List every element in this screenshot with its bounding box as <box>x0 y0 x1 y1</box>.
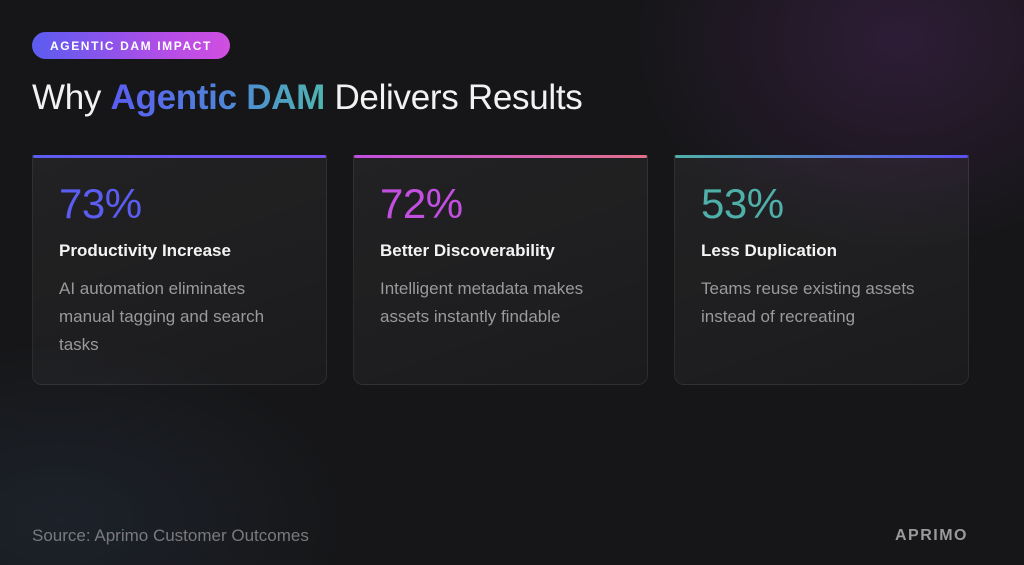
section-badge: AGENTIC DAM IMPACT <box>32 32 230 59</box>
stat-label: Better Discoverability <box>380 241 555 260</box>
stat-card-duplication: 53% Less Duplication Teams reuse existin… <box>674 155 969 385</box>
badge-label: AGENTIC DAM IMPACT <box>50 38 212 53</box>
title-prefix: Why <box>32 78 111 117</box>
stat-value: 73% <box>59 180 142 227</box>
card-accent-bar <box>354 155 647 158</box>
stat-description: Teams reuse existing assets instead of r… <box>701 279 915 326</box>
stat-description: AI automation eliminates manual tagging … <box>59 279 265 354</box>
stat-value: 72% <box>380 180 463 227</box>
brand-logo: APRIMO <box>895 527 968 544</box>
source-note: Source: Aprimo Customer Outcomes <box>32 526 309 545</box>
page-title: Why Agentic DAM Delivers Results <box>32 78 583 118</box>
card-accent-bar <box>33 155 326 158</box>
stat-label: Productivity Increase <box>59 241 231 260</box>
stat-card-productivity: 73% Productivity Increase AI automation … <box>32 155 327 385</box>
stat-value: 53% <box>701 180 784 227</box>
stat-label: Less Duplication <box>701 241 838 260</box>
title-suffix: Delivers Results <box>325 78 583 117</box>
stat-cards: 73% Productivity Increase AI automation … <box>32 155 969 385</box>
title-accent: Agentic DAM <box>110 78 326 117</box>
stat-card-discoverability: 72% Better Discoverability Intelligent m… <box>353 155 648 385</box>
stat-description: Intelligent metadata makes assets instan… <box>380 279 584 326</box>
card-accent-bar <box>675 155 968 158</box>
